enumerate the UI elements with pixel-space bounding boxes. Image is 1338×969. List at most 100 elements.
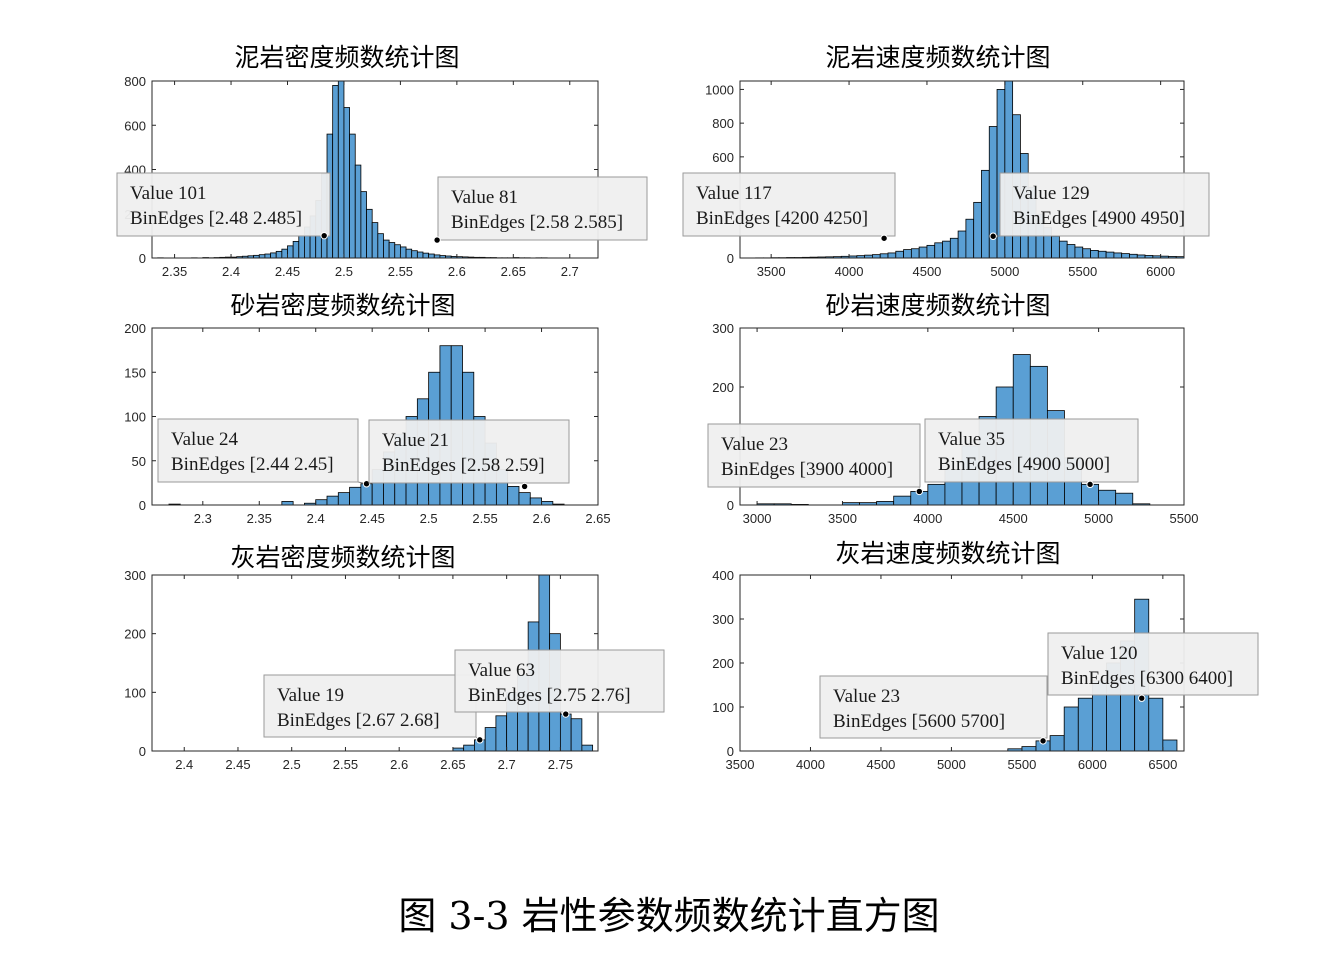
datatip[interactable]: Value 24 BinEdges [2.44 2.45] [157,418,371,488]
histogram-bar [315,499,328,505]
histogram-bar [1148,697,1164,751]
datatip-marker [520,482,529,491]
x-tick-label: 6500 [1148,757,1177,772]
histogram-bar [416,251,424,258]
x-tick-label: 2.5 [420,511,438,526]
histogram-bar [275,250,283,258]
x-tick-label: 3500 [726,757,755,772]
datatip-marker [433,236,441,244]
datatip-binedges: BinEdges [6300 6400] [1061,668,1233,689]
x-tick-label: 5000 [937,757,966,772]
datatip-marker [1086,480,1094,489]
datatip-binedges: BinEdges [2.48 2.485] [130,208,302,229]
histogram-bar [507,486,520,505]
y-tick-label: 0 [727,498,734,513]
x-tick-label: 2.45 [360,511,385,526]
x-tick-label: 2.45 [275,264,300,279]
histogram-bar [957,230,967,258]
x-tick-label: 2.3 [194,511,212,526]
datatip-value: Value 35 [938,429,1005,450]
datatip[interactable]: Value 129 BinEdges [4900 4950] [989,172,1210,240]
histogram-bar [281,248,288,258]
datatip[interactable]: Value 19 BinEdges [2.67 2.68] [263,674,484,744]
datatip[interactable]: Value 81 BinEdges [2.58 2.585] [433,176,648,244]
datatip[interactable]: Value 117 BinEdges [4200 4250] [682,172,896,242]
y-tick-label: 800 [712,116,734,131]
histogram-bar [377,233,384,258]
datatip-box [999,172,1210,237]
datatip-box [454,649,665,713]
datatip-box [116,172,331,237]
histogram-bar [942,240,951,258]
histogram-bar [360,191,367,258]
histogram-bar [1207,257,1215,258]
datatip[interactable]: Value 101 BinEdges [2.48 2.485] [116,172,331,240]
datatip[interactable]: Value 120 BinEdges [6300 6400] [1047,632,1259,702]
y-tick-label: 200 [712,380,734,395]
datatip[interactable]: Value 63 BinEdges [2.75 2.76] [454,649,665,718]
axes-box [739,327,1185,506]
y-tick-label: 100 [712,700,734,715]
x-tick-label: 2.4 [222,264,240,279]
histogram-panel-2: 泥岩速度频数统计图 3500 4000 4500 5000 5500 6000 0 600 800… [682,43,1223,279]
histogram-bar [559,713,572,751]
datatip-binedges: BinEdges [2.58 2.59] [382,455,545,476]
histogram-bar [872,254,881,258]
datatip[interactable]: Value 35 BinEdges [4900 5000] [924,418,1139,489]
histogram-bar [893,495,912,505]
datatip-value: Value 24 [171,429,239,450]
datatip[interactable]: Value 21 BinEdges [2.58 2.59] [368,419,570,491]
histogram-panel-6: 灰岩速度频数统计图 3500 4000 4500 5000 5500 6000 6500 0 10… [712,539,1259,772]
datatip-binedges: BinEdges [4900 4950] [1013,208,1185,229]
y-tick-label: 300 [124,568,146,583]
x-tick-label: 4500 [866,757,895,772]
histogram-bar [887,252,897,258]
histogram-bar [927,483,946,505]
x-tick-label: 2.55 [472,511,497,526]
datatip-marker [320,231,328,240]
y-tick-label: 150 [124,365,146,380]
histogram-panel-3: 砂岩密度频数统计图 2.3 2.35 2.4 2.45 2.5 2.55 2.6 2.65 0 50… [124,291,610,526]
histogram-bar [298,235,305,258]
histogram-bar [332,85,339,258]
histogram-bar [981,169,990,258]
chart-title: 砂岩密度频数统计图 [230,291,455,320]
x-tick-label: 2.65 [585,511,610,526]
histogram-bar [337,492,350,505]
datatip-box [682,172,896,237]
datatip-binedges: BinEdges [5600 5700] [833,711,1005,732]
chart-title: 灰岩密度频数统计图 [230,543,455,572]
datatip-binedges: BinEdges [2.67 2.68] [277,710,440,731]
chart-title: 泥岩速度频数统计图 [825,43,1050,72]
y-tick-label: 100 [124,410,146,425]
datatip-value: Value 23 [833,686,900,707]
y-tick-label: 600 [124,118,146,133]
x-tick-label: 2.65 [440,757,465,772]
histogram-bar [1074,246,1084,258]
histogram-bar [1215,257,1223,258]
chart-title: 砂岩速度频数统计图 [825,291,1050,320]
histogram-bar [1115,492,1134,505]
x-tick-label: 2.6 [533,511,551,526]
histogram-bar [879,253,889,258]
datatip-binedges: BinEdges [3900 4000] [721,459,893,480]
histogram-bar [383,239,390,258]
y-tick-label: 100 [124,685,146,700]
x-tick-label: 4000 [835,264,864,279]
x-tick-label: 5500 [1170,511,1199,526]
histogram-bar [949,237,959,258]
datatip-binedges: BinEdges [2.44 2.45] [171,454,334,475]
histogram-bar [1105,251,1115,258]
histogram-bar [918,246,928,258]
datatip-value: Value 81 [451,187,518,208]
y-tick-label: 400 [712,568,734,583]
histogram-bar [1162,739,1178,751]
datatip-value: Value 117 [696,183,772,204]
datatip[interactable]: Value 23 BinEdges [5600 5700] [819,675,1048,745]
x-tick-label: 2.55 [333,757,358,772]
datatip-marker [476,736,484,744]
datatip[interactable]: Value 23 BinEdges [3900 4000] [707,423,924,496]
x-tick-label: 5500 [1007,757,1036,772]
histogram-bar [270,252,277,258]
x-tick-label: 6000 [1146,264,1175,279]
